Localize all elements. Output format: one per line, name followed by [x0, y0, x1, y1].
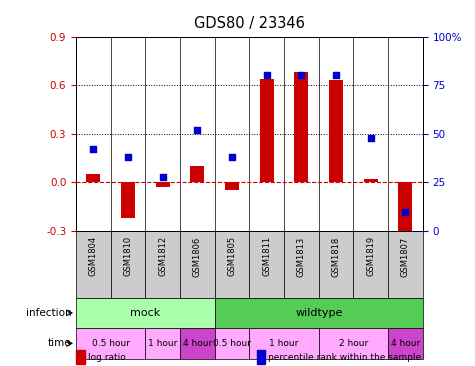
Bar — [329, 80, 343, 182]
Bar — [225, 182, 239, 190]
Bar — [76, 231, 111, 298]
Bar — [388, 328, 423, 359]
Bar — [353, 231, 388, 298]
Point — [124, 154, 132, 160]
Text: GSM1813: GSM1813 — [297, 236, 306, 277]
Text: 2 hour: 2 hour — [339, 339, 368, 348]
Text: 1 hour: 1 hour — [269, 339, 299, 348]
Text: GSM1805: GSM1805 — [228, 236, 237, 276]
Bar — [319, 328, 388, 359]
Text: 4 hour: 4 hour — [391, 339, 420, 348]
Text: GDS80 / 23346: GDS80 / 23346 — [194, 16, 305, 31]
Bar — [145, 231, 180, 298]
Text: GSM1810: GSM1810 — [124, 236, 133, 276]
Bar — [180, 328, 215, 359]
Point — [194, 127, 201, 133]
Text: GSM1807: GSM1807 — [401, 236, 410, 277]
Text: 1 hour: 1 hour — [148, 339, 177, 348]
Bar — [86, 174, 100, 182]
Bar — [260, 79, 274, 182]
Bar — [249, 328, 319, 359]
Text: percentile rank within the sample: percentile rank within the sample — [268, 353, 421, 362]
Bar — [215, 231, 249, 298]
Text: wildtype: wildtype — [295, 308, 342, 318]
Bar — [294, 72, 308, 182]
Bar — [249, 231, 284, 298]
Point — [332, 72, 340, 78]
Point — [159, 173, 166, 179]
Bar — [364, 179, 378, 182]
Bar — [145, 328, 180, 359]
Point — [228, 154, 236, 160]
Point — [297, 72, 305, 78]
Bar — [190, 166, 204, 182]
Text: GSM1804: GSM1804 — [89, 236, 98, 276]
Text: mock: mock — [130, 308, 161, 318]
Bar — [180, 231, 215, 298]
Text: GSM1818: GSM1818 — [332, 236, 341, 277]
Text: 0.5 hour: 0.5 hour — [213, 339, 251, 348]
Text: 0.5 hour: 0.5 hour — [92, 339, 130, 348]
Point — [89, 146, 97, 152]
Text: GSM1811: GSM1811 — [262, 236, 271, 276]
Text: GSM1812: GSM1812 — [158, 236, 167, 276]
Bar — [215, 298, 423, 328]
Bar — [76, 298, 215, 328]
Bar — [388, 231, 423, 298]
Text: log ratio: log ratio — [88, 353, 125, 362]
Point — [402, 209, 409, 214]
Text: time: time — [48, 339, 71, 348]
Text: GSM1806: GSM1806 — [193, 236, 202, 277]
Bar — [399, 182, 412, 244]
Point — [367, 135, 375, 141]
Text: 4 hour: 4 hour — [183, 339, 212, 348]
Text: infection: infection — [26, 308, 71, 318]
Bar — [121, 182, 135, 218]
Bar — [76, 328, 145, 359]
Bar — [111, 231, 145, 298]
Bar — [284, 231, 319, 298]
Point — [263, 72, 271, 78]
Text: GSM1819: GSM1819 — [366, 236, 375, 276]
Bar — [319, 231, 353, 298]
Bar — [215, 328, 249, 359]
Bar — [156, 182, 170, 187]
